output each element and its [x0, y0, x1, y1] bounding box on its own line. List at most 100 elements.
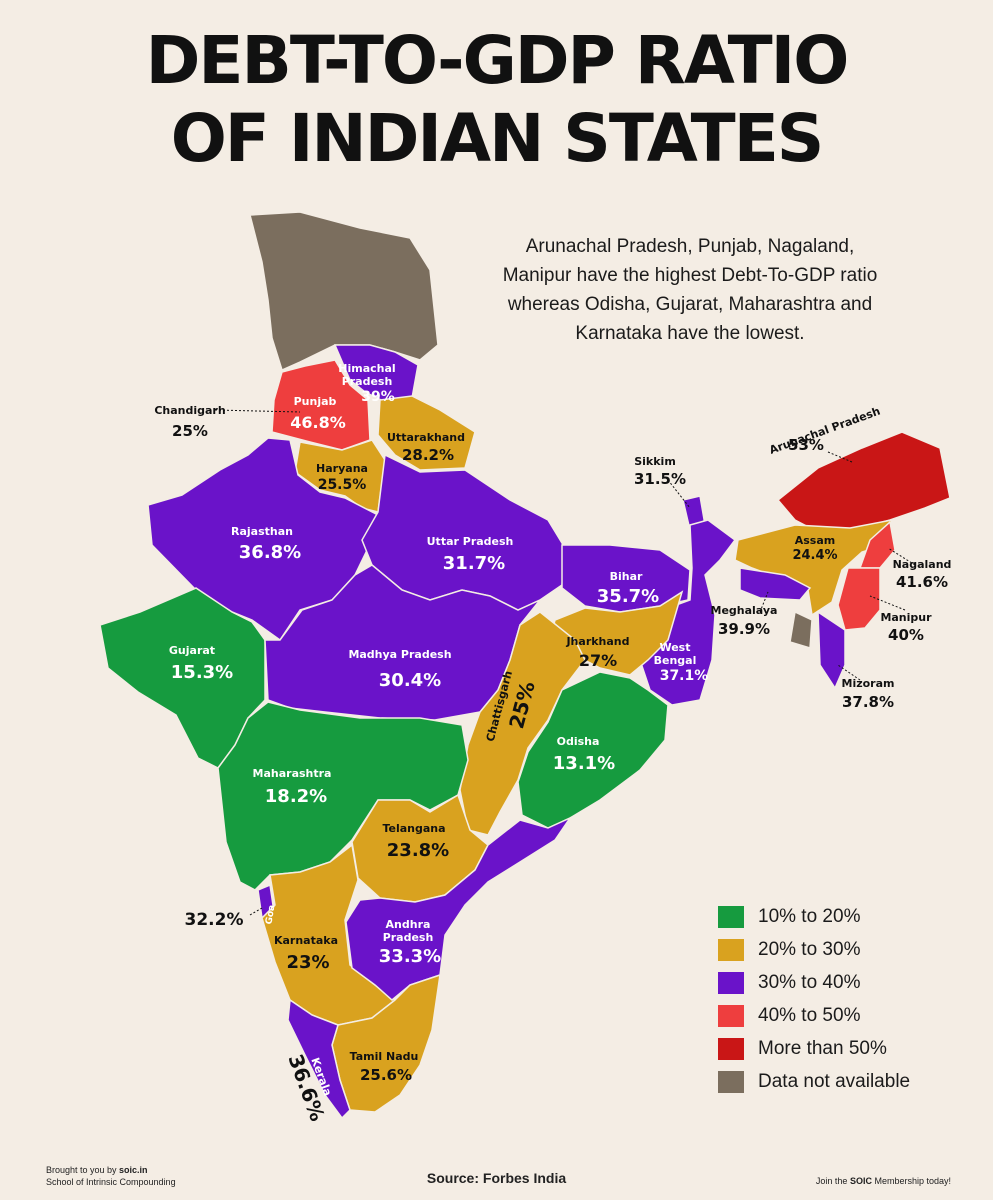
state-name: Himachal Pradesh	[338, 362, 395, 388]
region-haryana	[294, 439, 386, 513]
region-mizoram	[817, 610, 846, 690]
state-value: 25.6%	[360, 1066, 412, 1084]
state-name: West Bengal	[654, 641, 697, 667]
label-maharashtra: Maharashtra 18.2%	[253, 767, 332, 807]
label-nagaland: Nagaland 41.6%	[893, 558, 952, 591]
legend-label: 20% to 30%	[758, 938, 861, 960]
state-value: 37.8%	[842, 693, 894, 711]
legend-swatch	[718, 971, 744, 994]
state-name: Chandigarh	[154, 404, 225, 417]
region-uttarakhand	[377, 395, 476, 471]
state-name-line: Bengal	[654, 654, 697, 667]
label-punjab: Punjab 46.8%	[290, 395, 346, 432]
state-name: Assam	[795, 534, 836, 547]
state-value: 25.5%	[318, 477, 367, 493]
legend-label: 10% to 20%	[758, 905, 861, 927]
legend-swatch	[718, 1070, 744, 1093]
region-madhya-pradesh	[264, 564, 541, 721]
region-odisha	[517, 671, 669, 829]
label-uttar-pradesh: Uttar Pradesh 31.7%	[427, 535, 514, 574]
state-value: 23%	[286, 952, 329, 973]
state-value: 35.7%	[597, 586, 659, 607]
state-value: 32.2%	[185, 910, 244, 930]
state-name: Rajasthan	[231, 525, 293, 538]
state-name: Goa	[264, 904, 277, 925]
state-name: Telangana	[382, 822, 445, 835]
legend-item: More than 50%	[718, 1032, 910, 1065]
label-gujarat: Gujarat 15.3%	[169, 644, 233, 683]
footer-credit: Brought to you by soic.in School of Intr…	[46, 1164, 176, 1188]
state-value: 15.3%	[171, 662, 233, 683]
label-sikkim: Sikkim 31.5%	[634, 455, 686, 488]
legend-item: 20% to 30%	[718, 933, 910, 966]
state-value: 30.4%	[379, 670, 441, 691]
state-value: 41.6%	[896, 573, 948, 591]
state-value: 37.1%	[660, 668, 709, 684]
summary-note: Arunachal Pradesh, Punjab, Nagaland, Man…	[502, 236, 878, 344]
leader-line-sikkim	[667, 479, 691, 509]
state-name: Nagaland	[893, 558, 952, 571]
region-kerala	[287, 998, 351, 1120]
state-name: Tamil Nadu	[350, 1050, 419, 1063]
region-meghalaya	[739, 567, 812, 601]
footer-brought-by: Brought to you by	[46, 1165, 120, 1175]
label-andhra-pradesh: Andhra Pradesh 33.3%	[379, 918, 441, 967]
leader-line-nagaland	[887, 547, 916, 566]
state-name: Mizoram	[842, 677, 895, 690]
legend-label: More than 50%	[758, 1037, 887, 1059]
state-name-line: West	[659, 641, 690, 654]
label-meghalaya: Meghalaya 39.9%	[711, 604, 778, 638]
label-assam: Assam 24.4%	[792, 534, 837, 563]
region-chhattisgarh	[459, 611, 586, 836]
label-chandigarh: Chandigarh 25%	[154, 404, 225, 440]
label-bihar: Bihar 35.7%	[597, 570, 659, 607]
state-name: Odisha	[557, 735, 600, 748]
footer-cta-brand: SOIC	[849, 1176, 872, 1186]
state-name: Jharkhand	[565, 635, 629, 648]
legend-label: Data not available	[758, 1070, 911, 1092]
region-tripura	[789, 610, 813, 649]
label-karnataka: Karnataka 23%	[274, 934, 338, 973]
label-uttarakhand: Uttarakhand 28.2%	[387, 431, 465, 464]
state-name: Sikkim	[634, 455, 676, 468]
footer-site-link[interactable]: soic.in	[119, 1165, 148, 1175]
state-value: 53%	[788, 436, 824, 454]
state-value: 31.7%	[443, 553, 505, 574]
state-name: Madhya Pradesh	[348, 648, 451, 661]
state-value: 27%	[579, 651, 617, 670]
state-value: 18.2%	[265, 786, 327, 807]
leader-line-arunachal	[827, 451, 853, 463]
legend-item: 10% to 20%	[718, 900, 910, 933]
label-rajasthan: Rajasthan 36.8%	[231, 525, 301, 563]
state-name-line: Andhra	[386, 918, 431, 931]
label-mizoram: Mizoram 37.8%	[842, 677, 895, 711]
title-line-1: DEBT-TO-GDP RATIO	[145, 22, 850, 99]
state-name: Karnataka	[274, 934, 338, 947]
footer-org: School of Intrinsic Compounding	[46, 1177, 176, 1187]
state-value: 25%	[172, 422, 208, 440]
page-title: DEBT-TO-GDP RATIO OF INDIAN STATES	[0, 22, 993, 178]
region-nagaland	[858, 520, 896, 569]
state-value: 28.2%	[402, 446, 454, 464]
state-name: Manipur	[880, 611, 932, 624]
state-value: 40%	[888, 626, 924, 644]
label-himachal-pradesh: Himachal Pradesh 39%	[338, 362, 395, 405]
region-maharashtra	[217, 701, 469, 891]
state-name: Andhra Pradesh	[383, 918, 434, 944]
label-telangana: Telangana 23.8%	[382, 822, 449, 861]
state-value: 33.3%	[379, 946, 441, 967]
state-value: 23.8%	[387, 840, 449, 861]
state-value: 24.4%	[792, 548, 837, 563]
state-name: Haryana	[316, 462, 368, 475]
legend-item: 40% to 50%	[718, 999, 910, 1032]
label-haryana: Haryana 25.5%	[316, 462, 368, 493]
legend-label: 40% to 50%	[758, 1004, 861, 1026]
footer-cta-prefix: Join the	[815, 1176, 850, 1186]
label-jharkhand: Jharkhand 27%	[565, 635, 629, 670]
label-madhya-pradesh: Madhya Pradesh 30.4%	[348, 648, 451, 691]
footer-source: Source: Forbes India	[426, 1170, 567, 1186]
state-name-line: Pradesh	[383, 931, 434, 944]
state-name: Uttar Pradesh	[427, 535, 514, 548]
label-manipur: Manipur 40%	[880, 611, 932, 644]
